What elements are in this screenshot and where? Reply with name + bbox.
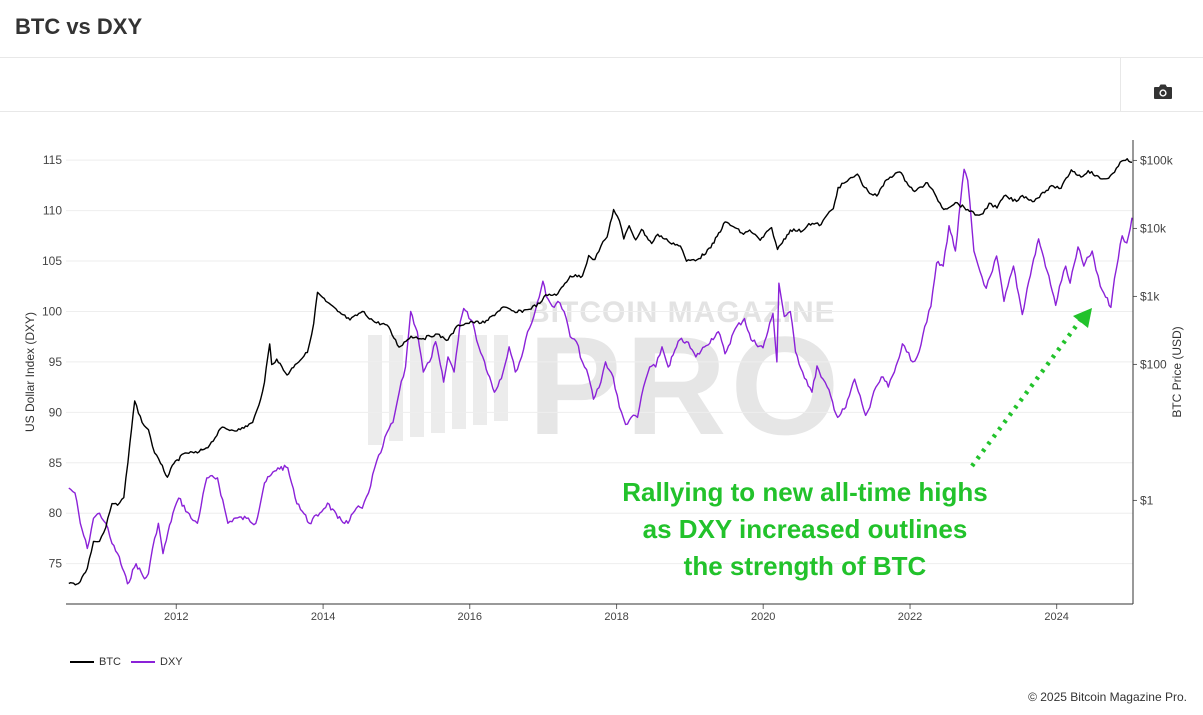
legend-label-dxy: DXY bbox=[160, 656, 183, 668]
arrow-shaft bbox=[970, 316, 1084, 468]
watermark-stripe bbox=[410, 335, 424, 437]
toolbar-top-divider bbox=[0, 57, 1203, 58]
arrow-head bbox=[1073, 308, 1092, 328]
watermark-stripe bbox=[431, 335, 445, 433]
y-left-axis-title: US Dollar Index (DXY) bbox=[23, 312, 37, 432]
y-left-tick-label: 115 bbox=[43, 153, 62, 167]
legend-swatch-btc bbox=[70, 661, 94, 663]
y-left-tick-label: 80 bbox=[49, 506, 63, 520]
x-tick-label: 2012 bbox=[164, 611, 188, 623]
y-left-tick-label: 110 bbox=[43, 204, 62, 218]
copyright: © 2025 Bitcoin Magazine Pro. bbox=[1028, 690, 1187, 704]
legend-item-btc[interactable]: BTC bbox=[70, 656, 121, 668]
toolbar-bottom-divider bbox=[0, 111, 1203, 112]
toolbar-separator bbox=[1120, 57, 1121, 111]
series-line-dxy bbox=[68, 168, 1133, 585]
legend-swatch-dxy bbox=[131, 661, 155, 663]
y-left-tick-label: 105 bbox=[42, 254, 62, 268]
y-left-tick-label: 90 bbox=[49, 405, 63, 419]
camera-icon bbox=[1154, 84, 1172, 99]
series-layer bbox=[68, 158, 1133, 586]
legend-item-dxy[interactable]: DXY bbox=[131, 656, 183, 668]
y-right-axis-title: BTC Price (USD) bbox=[1170, 326, 1184, 417]
y-right-tick-label: $10k bbox=[1140, 221, 1167, 235]
watermark-stripe bbox=[452, 335, 466, 429]
y-left-tick-label: 100 bbox=[42, 304, 62, 318]
y-left-tick-label: 75 bbox=[49, 557, 63, 571]
watermark-stripe bbox=[368, 335, 382, 445]
chart-legend: BTC DXY bbox=[70, 656, 193, 668]
camera-button[interactable] bbox=[1151, 82, 1175, 102]
annotation-line-3: the strength of BTC bbox=[683, 551, 927, 581]
x-tick-label: 2022 bbox=[898, 611, 922, 623]
y-right-tick-label: $100k bbox=[1140, 153, 1174, 167]
chart-grid bbox=[66, 159, 1133, 565]
x-tick-label: 2014 bbox=[311, 611, 335, 623]
y-right-tick-label: $100 bbox=[1140, 357, 1167, 371]
y-right-tick-label: $1k bbox=[1140, 289, 1160, 303]
x-tick-label: 2016 bbox=[457, 611, 481, 623]
x-tick-label: 2024 bbox=[1044, 611, 1068, 623]
annotation-text: Rallying to new all-time highs as DXY in… bbox=[580, 474, 1030, 585]
x-tick-label: 2018 bbox=[604, 611, 628, 623]
y-left-tick-label: 85 bbox=[49, 456, 63, 470]
watermark-pro: PRO bbox=[528, 307, 844, 464]
series-line-btc bbox=[68, 158, 1133, 586]
y-right-tick-label: $1 bbox=[1140, 493, 1154, 507]
chart-axes: 75 80 85 90 95 100 105 110 115 $1 $100 $1k $10k $100k… bbox=[23, 140, 1184, 623]
annotation-arrow bbox=[970, 308, 1092, 468]
annotation-line-1: Rallying to new all-time highs bbox=[622, 477, 988, 507]
x-tick-label: 2020 bbox=[751, 611, 775, 623]
legend-label-btc: BTC bbox=[99, 656, 121, 668]
annotation-line-2: as DXY increased outlines bbox=[642, 514, 968, 544]
page-title: BTC vs DXY bbox=[15, 14, 143, 39]
y-left-tick-label: 95 bbox=[49, 355, 63, 369]
